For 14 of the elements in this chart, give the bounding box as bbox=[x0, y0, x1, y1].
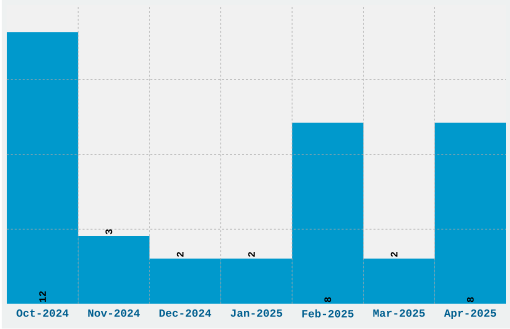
data-label: 2 bbox=[176, 252, 184, 257]
data-label: 8 bbox=[466, 297, 474, 302]
data-label: 12 bbox=[39, 291, 46, 302]
x-tick-label: Apr-2025 bbox=[444, 309, 496, 320]
x-tick-label: Dec-2024 bbox=[160, 309, 212, 317]
x-tick-label: Nov-2024 bbox=[88, 309, 140, 317]
x-tick-label: Mar-2025 bbox=[373, 309, 425, 317]
x-tick-label: Jan-2025 bbox=[230, 309, 282, 317]
data-label: 8 bbox=[324, 297, 332, 302]
x-tick-label: Feb-2025 bbox=[302, 310, 354, 318]
data-label: 2 bbox=[390, 252, 398, 257]
data-label: 2 bbox=[248, 252, 255, 257]
data-label: 3 bbox=[105, 229, 112, 234]
x-tick-label: Oct-2024 bbox=[16, 309, 68, 317]
